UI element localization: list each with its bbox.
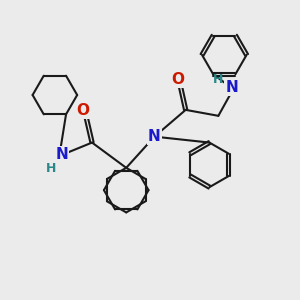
Text: H: H xyxy=(213,73,223,86)
Text: O: O xyxy=(76,103,90,118)
Text: N: N xyxy=(225,80,238,95)
Text: N: N xyxy=(148,129,161,144)
Text: H: H xyxy=(46,162,56,175)
Text: N: N xyxy=(55,147,68,162)
Text: O: O xyxy=(171,72,184,87)
